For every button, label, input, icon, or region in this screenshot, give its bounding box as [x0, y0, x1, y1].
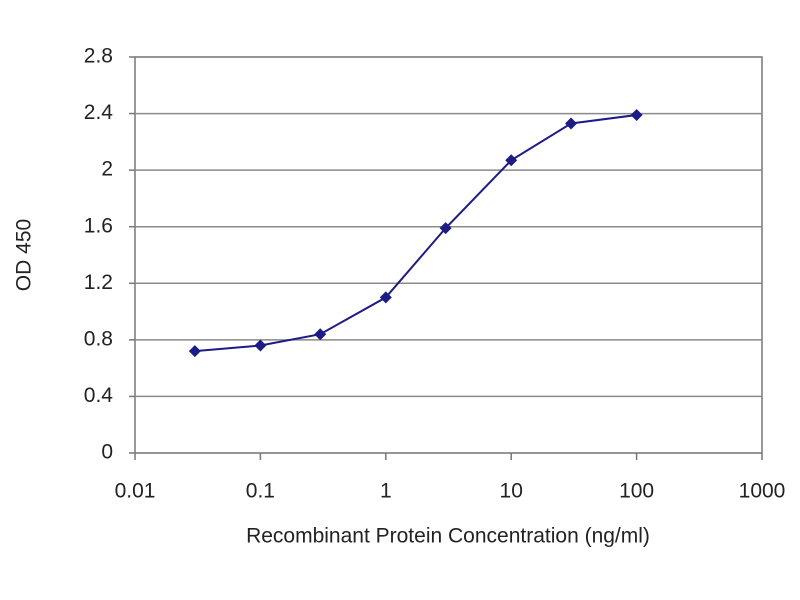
x-tick-label: 10 [500, 480, 523, 503]
x-axis-title: Recombinant Protein Concentration (ng/ml… [246, 525, 650, 548]
data-point [565, 117, 578, 130]
data-point [254, 339, 267, 352]
y-tick-label: 2 [101, 158, 113, 181]
x-tick-label: 1000 [739, 480, 786, 503]
data-point [188, 345, 201, 358]
x-tick-label: 0.1 [246, 480, 275, 503]
x-tick-label: 1 [380, 480, 392, 503]
data-point [379, 291, 392, 304]
x-tick-label: 100 [619, 480, 654, 503]
plot-area [134, 56, 763, 454]
data-point [505, 154, 518, 167]
y-tick-label: 0 [101, 441, 113, 464]
y-tick-label: 1.6 [84, 214, 113, 237]
y-tick-label: 2.4 [84, 101, 114, 124]
x-tick-label: 0.01 [115, 480, 156, 503]
y-tick-label: 0.8 [84, 327, 113, 350]
data-point [630, 108, 643, 121]
data-line [194, 113, 637, 353]
y-tick-label: 0.4 [84, 384, 114, 407]
y-tick-label: 2.8 [84, 45, 113, 68]
y-axis-title: OD 450 [13, 219, 36, 291]
data-point [314, 328, 327, 341]
y-tick-label: 1.2 [84, 271, 113, 294]
data-point [439, 222, 452, 235]
